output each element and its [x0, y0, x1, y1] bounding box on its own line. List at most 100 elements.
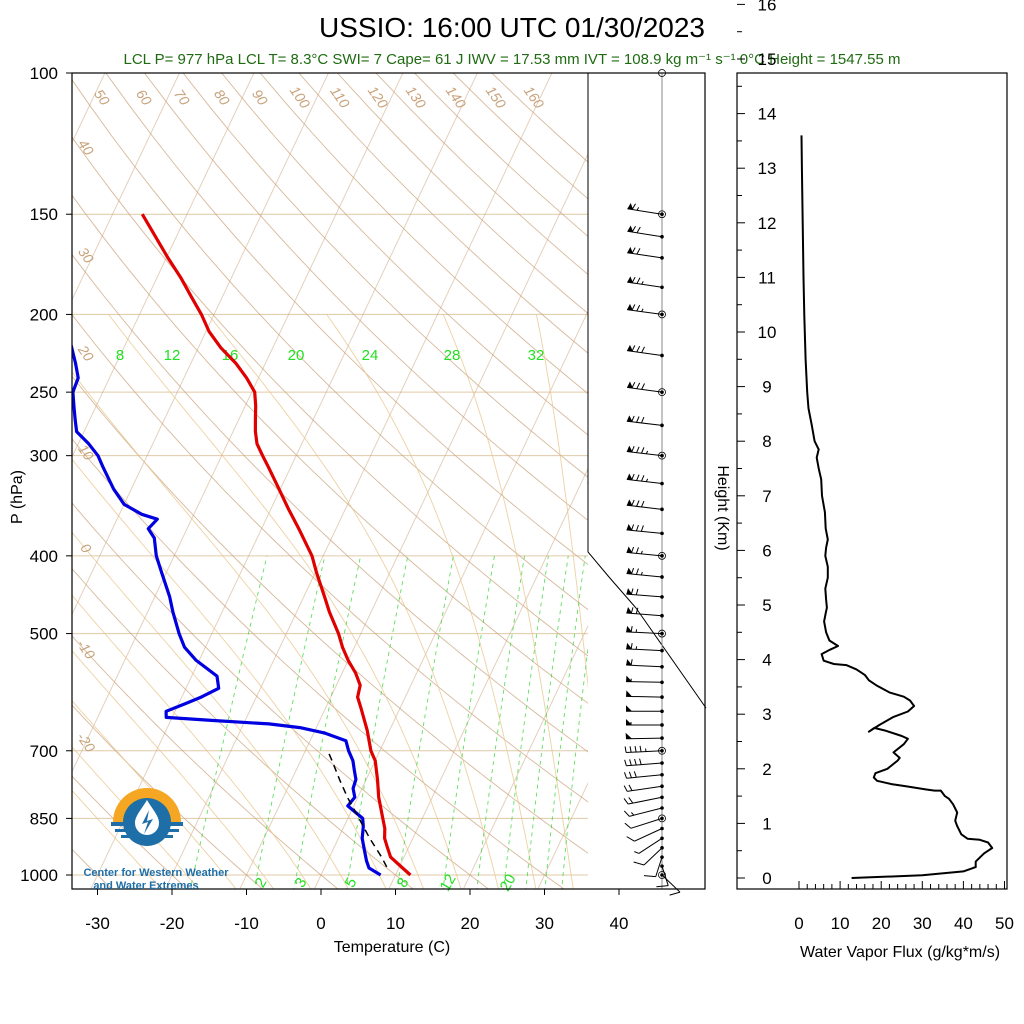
- dry-adiabat-line: [72, 704, 264, 889]
- flux-frame: [736, 72, 1008, 890]
- wind-barb: [626, 567, 664, 579]
- wind-barb-feather: [631, 276, 636, 284]
- wind-barb-dot: [660, 873, 664, 877]
- mixing-ratio-line: [293, 555, 362, 889]
- dry-adiabat-label: 130: [403, 83, 430, 111]
- wind-barb-staff: [627, 208, 663, 215]
- wind-barb-dot: [660, 648, 664, 653]
- wind-barb-staff: [626, 551, 663, 557]
- y-tick-label: 100: [30, 64, 58, 83]
- flux-x-tick-label: 20: [872, 914, 891, 933]
- wind-barb-feather: [631, 446, 635, 453]
- dry-adiabat-label: 100: [287, 83, 314, 111]
- wind-barb-staff: [626, 573, 663, 578]
- wind-barb-feather: [636, 277, 641, 284]
- wind-barb: [626, 524, 664, 536]
- wind-barb-feather: [624, 822, 632, 829]
- isotherm-line: [164, 73, 553, 889]
- wind-barb: [633, 846, 664, 866]
- flux-y-tick-label: 1: [762, 814, 771, 833]
- y-tick-label: 400: [30, 547, 58, 566]
- dry-adiabat-label: 60: [133, 86, 155, 108]
- mixing-ratio-label: 8: [116, 347, 124, 364]
- wind-barb-feather: [636, 382, 641, 389]
- dry-adiabat-line: [72, 375, 641, 889]
- wind-barb: [626, 826, 664, 842]
- wind-barb-dot: [660, 864, 664, 868]
- wind-barb-dot: [660, 481, 664, 486]
- wind-barb-flag: [626, 659, 633, 666]
- mixing-ratio-bottom-label: 8: [394, 875, 413, 891]
- y-tick-label: 700: [30, 742, 58, 761]
- mixing-ratio-line: [253, 555, 326, 889]
- flux-y-axis-label: Height (Km): [714, 465, 731, 550]
- wind-barb-feather: [636, 248, 641, 255]
- wind-barb-feather: [640, 475, 645, 482]
- chart-title: USSIO: 16:00 UTC 01/30/2023: [319, 12, 705, 43]
- wind-barb-feather: [623, 810, 630, 817]
- mixing-ratio-line: [189, 555, 268, 889]
- wind-barb: [625, 732, 664, 740]
- wind-barb-feather: [636, 304, 641, 312]
- wind-barb-half-feather: [645, 478, 649, 482]
- flux-y-tick-label: 13: [758, 159, 777, 178]
- dry-adiabat-line: [72, 438, 565, 889]
- flux-y-tick-label: 16: [758, 0, 777, 14]
- wind-barb-feather: [634, 745, 637, 753]
- logo-text-line1: Center for Western Weather: [83, 867, 229, 879]
- wind-barb-feather: [631, 203, 636, 210]
- wind-barb-flag: [626, 607, 633, 614]
- x-tick-label: -10: [234, 914, 259, 933]
- wind-barb-dot: [660, 806, 664, 810]
- wind-barb-feather: [636, 226, 641, 234]
- wind-barb-dot: [660, 554, 664, 558]
- wind-barb-feather: [628, 784, 633, 791]
- wind-barb-feather: [641, 346, 645, 353]
- x-tick-label: 10: [386, 914, 405, 933]
- mixing-ratio-bottom-label: 5: [342, 875, 361, 891]
- wind-barb-feather: [636, 474, 640, 481]
- water-drop-icon: [111, 788, 183, 846]
- wind-barb-dot: [660, 453, 664, 458]
- dry-adiabat-line: [72, 78, 705, 696]
- wind-barb-dot: [660, 595, 664, 599]
- wind-barb-feather: [631, 473, 635, 481]
- wind-barb: [626, 607, 664, 618]
- wind-barb-staff: [655, 856, 663, 877]
- wind-barb-dot: [660, 575, 664, 579]
- isotherm-line: [72, 73, 255, 459]
- wind-barb-feather: [640, 447, 645, 454]
- wind-barb-flag: [626, 524, 633, 531]
- wind-barb-flag: [626, 675, 633, 682]
- barb-level-marker: [658, 629, 666, 638]
- wind-barb-feather: [630, 567, 635, 575]
- wind-barb: [626, 499, 664, 512]
- moist-adiabat-line: [108, 314, 462, 889]
- wind-barb: [627, 276, 664, 290]
- y-tick-label: 850: [30, 809, 58, 828]
- wind-barb-flag: [627, 203, 634, 210]
- wind-barb-flag: [627, 303, 633, 311]
- wind-barb-dot: [660, 234, 664, 239]
- wind-barb-half-feather: [635, 646, 638, 650]
- wind-barb-dot: [660, 256, 664, 260]
- wind-barb-flag: [626, 415, 633, 422]
- wind-barb-staff: [629, 807, 663, 817]
- wind-barb-staff: [634, 828, 663, 842]
- wind-barb-dot: [660, 826, 664, 831]
- dry-adiabat-label: 150: [483, 83, 510, 111]
- isotherm-line: [72, 73, 404, 773]
- wind-barb-staff: [626, 681, 663, 683]
- wind-barb-half-feather: [636, 207, 640, 211]
- wind-barb-staff: [626, 420, 663, 426]
- wind-barb-feather: [640, 416, 645, 424]
- isotherm-line: [239, 73, 627, 889]
- wind-barb: [626, 473, 664, 486]
- flux-x-tick-label: 0: [794, 914, 803, 933]
- dry-adiabat-label: 50: [91, 86, 113, 108]
- wind-barb-staff: [626, 451, 663, 457]
- wind-barb-staff: [627, 350, 663, 356]
- moist-adiabat-line: [326, 314, 537, 889]
- wind-barb: [626, 445, 664, 458]
- wind-barb-flag: [626, 546, 633, 553]
